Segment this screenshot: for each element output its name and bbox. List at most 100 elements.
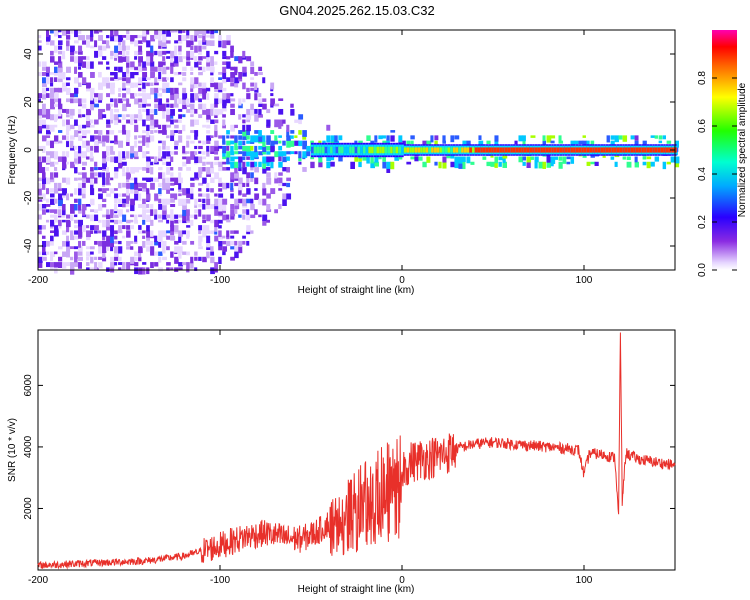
spectrogram-cell (370, 161, 375, 169)
spectrogram-cell (50, 98, 55, 105)
carrier-core (354, 146, 358, 154)
spectrogram-cell (162, 198, 167, 206)
spectrogram-cell (54, 135, 59, 142)
colorbar-label: Normalized spectral amplitude (737, 82, 748, 217)
spectrogram-cell (146, 114, 151, 122)
spectrogram-cell (274, 135, 278, 141)
spectrogram-cell (78, 230, 83, 238)
spectrogram-cell (114, 56, 118, 61)
spectrogram-cell (430, 135, 434, 143)
spectrogram-cell (194, 256, 198, 261)
spectrogram-cell (54, 66, 58, 73)
carrier-core (461, 147, 464, 153)
spectrogram-cell (210, 72, 214, 76)
spectrogram-cell (122, 167, 126, 173)
carrier-core (600, 147, 603, 153)
spectrogram-cell (242, 145, 248, 152)
spectrogram-cell (110, 103, 114, 107)
carrier-core (646, 147, 650, 153)
carrier-core (614, 147, 617, 153)
spectrogram-cell (350, 161, 355, 170)
spectrogram-cell (230, 77, 234, 83)
spectrogram-cell (98, 193, 103, 200)
spectrogram-cell (50, 161, 55, 167)
spectrogram-cell (374, 151, 379, 157)
spectrogram-cell (98, 82, 103, 90)
spectrogram-cell (290, 130, 295, 134)
spectrogram-cell (82, 98, 87, 103)
spectrogram-cell (114, 103, 118, 108)
spectrogram-cell (262, 188, 267, 196)
spectrogram-cell (62, 151, 66, 156)
spectrogram-cell (38, 145, 43, 151)
spectrogram-cell (206, 214, 211, 222)
spectrogram-cell (134, 56, 138, 60)
spectrogram-cell (110, 188, 115, 194)
spectrogram-cell (82, 77, 87, 85)
spectrogram-cell (254, 145, 258, 153)
spectrogram-cell (138, 135, 143, 138)
spectrogram-cell (246, 119, 251, 123)
spectrogram-cell (634, 140, 639, 146)
carrier-core (311, 146, 314, 154)
spectrogram-cell (178, 72, 182, 75)
spectrogram-cell (186, 50, 191, 57)
spectrogram-cell (142, 167, 147, 171)
spectrogram-cell (122, 87, 127, 91)
spectrogram-cell (150, 50, 154, 57)
spectrogram-cell (42, 87, 47, 95)
spectrogram-cell (118, 93, 122, 97)
spectrogram-cell (142, 72, 148, 78)
spectrogram-cell (198, 198, 202, 202)
spectrogram-cell (158, 214, 162, 219)
spectrogram-cell (238, 161, 242, 169)
spectrogram-cell (270, 98, 275, 106)
spectrogram-cell (114, 77, 119, 81)
spectrogram-cell (286, 182, 291, 188)
carrier-core (480, 147, 483, 153)
spectrogram-cell (86, 262, 90, 266)
spectrogram-cell (214, 82, 219, 90)
carrier-band (311, 142, 677, 158)
spectrogram-cell (38, 193, 42, 200)
spectrogram-cell (174, 151, 178, 155)
spectrogram-cell (50, 82, 54, 87)
spectrogram-cell (178, 29, 183, 34)
spectrogram-cell (190, 45, 194, 50)
spectrogram-cell (218, 98, 224, 104)
spectrogram-cell (262, 77, 266, 84)
spectrogram-cell (178, 182, 182, 190)
carrier-core (562, 147, 565, 153)
spectrogram-cell (118, 230, 123, 234)
spectrogram-cell (46, 156, 51, 164)
spectrogram-cell (114, 209, 118, 214)
spectrogram-cell (110, 246, 114, 252)
spectrogram-cell (158, 256, 162, 263)
spectrogram-cell (278, 177, 283, 184)
spectrogram-cell (238, 135, 243, 140)
spectrogram-y-tick-label: 40 (23, 48, 34, 60)
spectrogram-cell (126, 262, 131, 270)
spectrogram-cell (50, 262, 55, 268)
spectrogram-cell (202, 108, 207, 115)
spectrogram-cell (70, 214, 74, 221)
spectrogram-cell (234, 251, 239, 259)
spectrogram-cell (250, 204, 255, 211)
spectrogram-cell (298, 114, 304, 120)
spectrogram-cell (222, 151, 226, 157)
spectrogram-cell (66, 161, 70, 165)
spectrogram-cell (182, 98, 186, 105)
spectrogram-cell (90, 35, 94, 42)
spectrogram-cell (210, 29, 215, 35)
carrier-core (373, 146, 377, 154)
spectrogram-cell (442, 135, 446, 142)
carrier-core (603, 147, 606, 153)
carrier-core (436, 147, 440, 153)
spectrogram-cell (114, 219, 119, 225)
spectrogram-cell (38, 167, 43, 174)
spectrogram-cell (94, 29, 99, 34)
spectrogram-cell (190, 108, 194, 114)
spectrogram-cell (182, 214, 187, 221)
spectrogram-cell (150, 167, 154, 175)
